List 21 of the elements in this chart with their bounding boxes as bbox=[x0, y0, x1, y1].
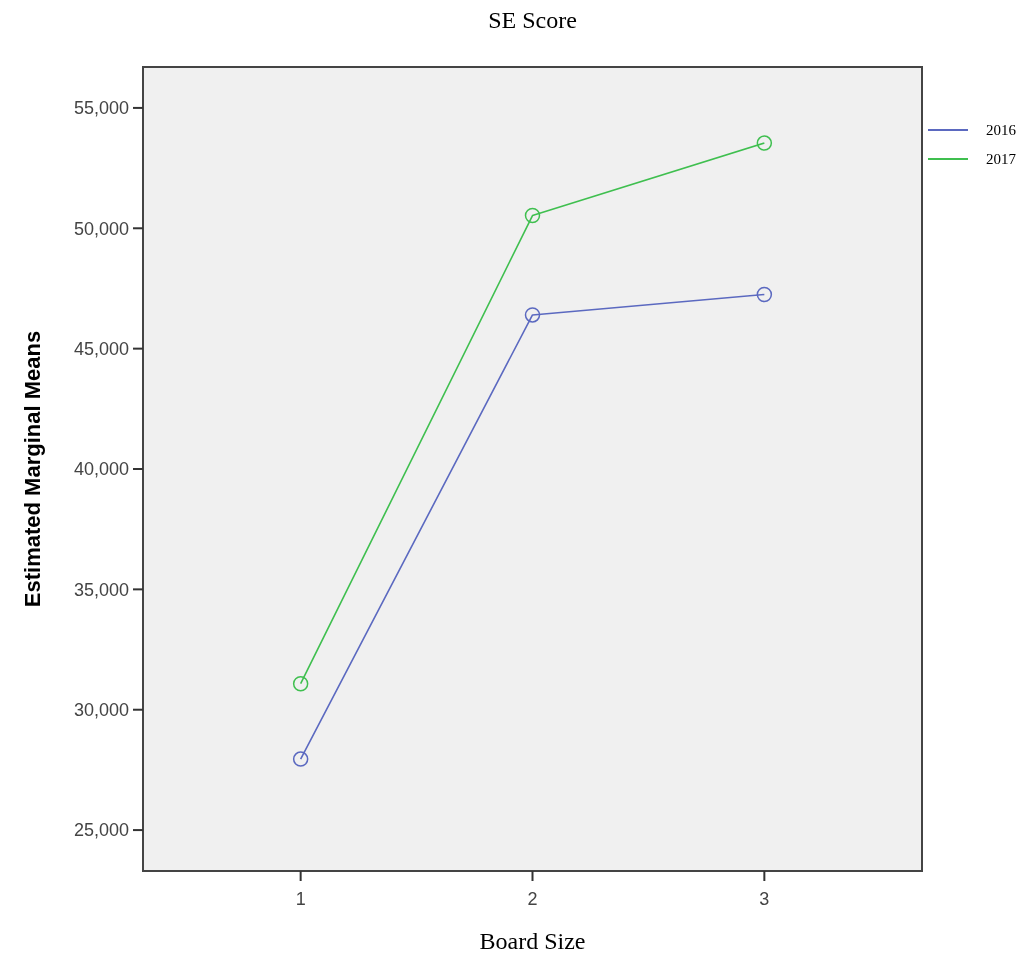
x-tick-label: 1 bbox=[295, 889, 306, 909]
y-tick-label: 45,000 bbox=[73, 338, 129, 359]
legend-label: 2016 bbox=[986, 122, 1016, 139]
y-tick-label: 35,000 bbox=[73, 579, 129, 600]
point bbox=[756, 135, 773, 151]
point bbox=[292, 675, 309, 692]
x-tick-label: 2 bbox=[527, 889, 538, 909]
y-tick-label: 30,000 bbox=[73, 700, 129, 721]
x-tick-label: 3 bbox=[759, 889, 770, 909]
y-tick-label: 50,000 bbox=[73, 218, 129, 239]
point bbox=[524, 307, 541, 323]
chart-title: SE Score bbox=[488, 7, 577, 33]
y-tick-label: 25,000 bbox=[73, 820, 129, 841]
point bbox=[756, 286, 773, 303]
x-axis-title: Board Size bbox=[479, 928, 586, 954]
legend-label: 2017 bbox=[986, 151, 1016, 168]
y-axis-title: Estimated Marginal Means bbox=[20, 330, 45, 608]
point bbox=[292, 751, 309, 767]
y-tick-label: 40,000 bbox=[73, 459, 129, 480]
point bbox=[524, 207, 541, 224]
y-tick-label: 55,000 bbox=[73, 98, 129, 119]
